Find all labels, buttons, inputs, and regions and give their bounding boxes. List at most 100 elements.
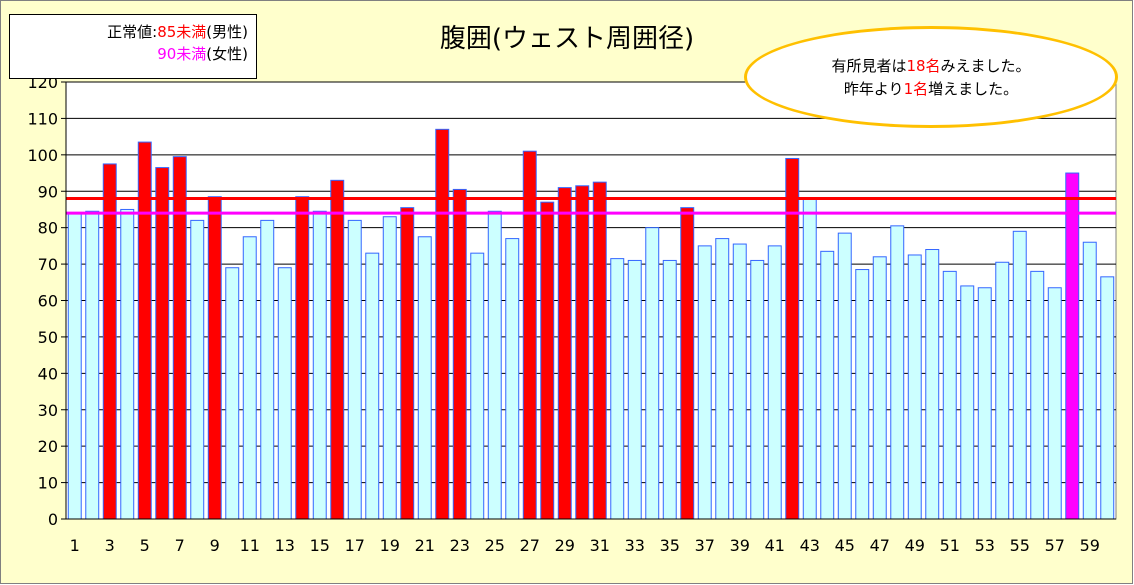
y-tick-label: 100	[27, 146, 58, 165]
y-tick-label: 0	[48, 510, 58, 529]
bar	[820, 250, 835, 520]
x-tick-label: 19	[380, 536, 400, 555]
bar	[1030, 270, 1045, 520]
bar	[505, 238, 520, 520]
bar	[907, 254, 922, 520]
x-tick-label: 43	[800, 536, 820, 555]
x-tick-label: 21	[415, 536, 435, 555]
bar	[225, 267, 240, 520]
bar	[680, 207, 695, 520]
bar	[242, 236, 257, 520]
y-tick-label: 50	[38, 328, 58, 347]
note-line2-a: 昨年より	[843, 80, 904, 98]
legend-prefix: 正常値:	[107, 23, 158, 41]
note-line1-num: 18名	[906, 57, 941, 75]
bar	[85, 210, 100, 520]
bar	[102, 163, 117, 520]
note-line1-b: みえました。	[940, 57, 1031, 75]
x-tick-label: 15	[310, 536, 330, 555]
y-tick-label: 10	[38, 474, 58, 493]
bar	[715, 238, 730, 520]
x-tick-label: 27	[520, 536, 540, 555]
x-tick-label: 1	[70, 536, 80, 555]
x-tick-label: 41	[765, 536, 785, 555]
x-tick-label: 5	[140, 536, 150, 555]
x-tick-label: 51	[940, 536, 960, 555]
y-tick-label: 20	[38, 437, 58, 456]
bar	[645, 227, 660, 520]
x-tick-label: 47	[870, 536, 890, 555]
legend-male-suffix: (男性)	[206, 23, 248, 41]
x-tick-label: 23	[450, 536, 470, 555]
y-tick-label: 90	[38, 182, 58, 201]
bar	[540, 201, 555, 520]
x-tick-label: 49	[905, 536, 925, 555]
note-line-1: 有所見者は18名みえました。	[747, 55, 1115, 78]
x-tick-label: 45	[835, 536, 855, 555]
bar	[855, 269, 870, 520]
bar	[207, 196, 222, 520]
y-tick-label: 60	[38, 292, 58, 311]
x-tick-label: 55	[1010, 536, 1030, 555]
bar	[172, 156, 187, 520]
bar	[155, 167, 170, 520]
bar	[872, 256, 887, 520]
bar	[802, 198, 817, 520]
x-tick-label: 35	[660, 536, 680, 555]
note-line1-a: 有所見者は	[831, 57, 907, 75]
bar	[67, 212, 82, 520]
bar	[417, 236, 432, 520]
bar	[1082, 241, 1097, 520]
x-tick-label: 11	[240, 536, 260, 555]
x-tick-label: 25	[485, 536, 505, 555]
y-tick-label: 30	[38, 401, 58, 420]
bar	[487, 210, 502, 520]
y-tick-label: 110	[27, 109, 58, 128]
bar	[662, 259, 677, 520]
bar	[435, 128, 450, 520]
bar	[767, 245, 782, 520]
bar	[1065, 172, 1080, 520]
y-tick-label: 70	[38, 255, 58, 274]
x-tick-label: 7	[175, 536, 185, 555]
bar	[995, 261, 1010, 520]
bar	[960, 285, 975, 520]
bar	[400, 207, 415, 520]
legend-box: 正常値:85未満(男性) 90未満(女性)	[9, 14, 257, 79]
bar	[890, 225, 905, 520]
x-tick-label: 37	[695, 536, 715, 555]
bar	[295, 196, 310, 520]
x-tick-label: 31	[590, 536, 610, 555]
bar	[330, 179, 345, 520]
bar	[732, 243, 747, 520]
bar	[925, 249, 940, 520]
x-tick-label: 39	[730, 536, 750, 555]
bar	[312, 210, 327, 520]
x-tick-label: 3	[105, 536, 115, 555]
x-tick-label: 33	[625, 536, 645, 555]
y-tick-label: 80	[38, 219, 58, 238]
legend-female-row: 90未満(女性)	[10, 43, 248, 65]
x-tick-label: 29	[555, 536, 575, 555]
legend-male-value: 85未満	[157, 23, 207, 41]
bar	[610, 258, 625, 520]
note-line2-num: 1名	[903, 80, 929, 98]
x-tick-label: 13	[275, 536, 295, 555]
x-tick-label: 59	[1080, 536, 1100, 555]
bar	[557, 187, 572, 520]
bar	[382, 216, 397, 520]
note-line-2: 昨年より1名増えました。	[747, 78, 1115, 101]
bar	[627, 259, 642, 520]
bar	[452, 188, 467, 520]
bar	[1100, 276, 1115, 520]
bar	[120, 208, 135, 520]
x-tick-label: 17	[345, 536, 365, 555]
bar	[365, 252, 380, 520]
legend-female-value: 90未満	[157, 45, 207, 63]
bar	[977, 287, 992, 520]
x-tick-label: 57	[1045, 536, 1065, 555]
x-tick-label: 53	[975, 536, 995, 555]
note-ellipse: 有所見者は18名みえました。 昨年より1名増えました。	[744, 26, 1118, 128]
bar	[1047, 287, 1062, 520]
legend-female-suffix: (女性)	[206, 45, 248, 63]
